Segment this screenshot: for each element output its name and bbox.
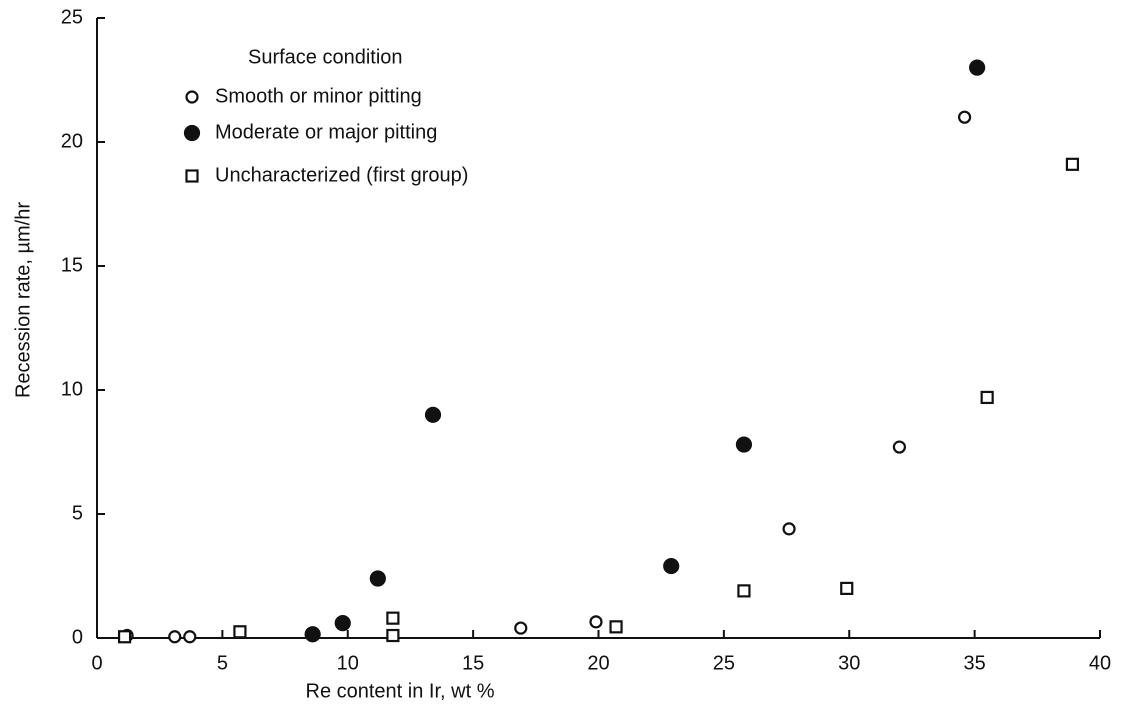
y-tick-label: 5 [72,502,83,524]
square-marker [1065,157,1080,171]
x-axis-label: Re content in Ir, wt % [306,680,495,702]
y-axis-label: Recession rate, µm/hr [12,202,34,398]
x-tick-label: 40 [1089,652,1111,674]
legend-label: Smooth or minor pitting [215,85,422,107]
circle-marker [969,59,986,76]
x-tick-label: 30 [838,652,860,674]
square-marker [980,390,994,405]
circle-marker [663,557,680,575]
legend-marker [185,169,199,183]
circle-marker [735,436,753,453]
circle-marker [782,522,796,536]
legend-title: Surface condition [248,46,403,68]
square-marker [233,625,247,639]
square-marker [117,630,132,644]
legend-label: Moderate or major pitting [215,121,437,143]
y-tick-label: 15 [61,254,83,276]
circle-marker [183,630,197,644]
x-tick-label: 35 [964,652,986,674]
y-tick-label: 0 [72,626,83,648]
square-marker [386,611,400,625]
circle-marker [334,615,351,632]
x-tick-label: 20 [587,652,609,674]
y-tick-label: 25 [61,6,83,28]
legend-marker [183,124,201,142]
square-marker [737,584,751,598]
circle-marker [957,110,972,124]
circle-marker [168,630,182,644]
circle-marker [589,615,603,629]
x-tick-label: 0 [91,652,102,674]
circle-marker [514,621,528,635]
legend-label: Uncharacterized (first group) [215,164,468,186]
x-tick-label: 15 [462,652,484,674]
x-tick-label: 25 [713,652,735,674]
circle-marker [369,570,386,587]
square-marker [840,581,854,596]
y-tick-label: 10 [61,378,83,400]
y-tick-label: 20 [61,130,83,152]
legend-marker [185,90,199,104]
x-tick-label: 10 [337,652,359,674]
square-marker [609,620,623,634]
square-marker [386,628,400,643]
circle-marker [424,406,442,423]
circle-marker [304,626,321,643]
x-tick-label: 5 [217,652,228,674]
circle-marker [892,440,907,454]
